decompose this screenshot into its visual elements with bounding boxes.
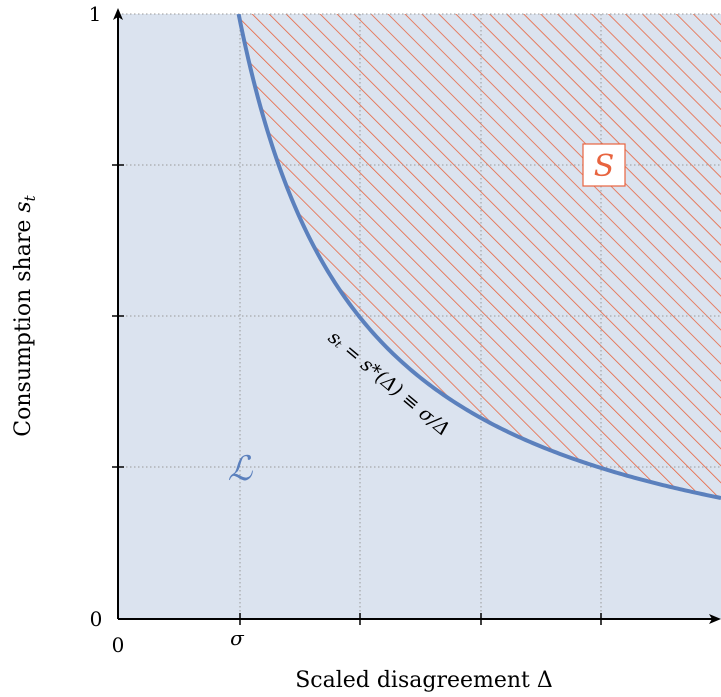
upper-region-label-box: S [582, 143, 626, 187]
x-axis-arrowhead [709, 614, 721, 624]
ticks [112, 164, 602, 625]
boundary-curve [236, 14, 721, 500]
x-tick-label-sigma: σ [230, 626, 245, 650]
y-axis-title: Consumption share st [11, 194, 39, 436]
upper-region-hatch [238, 14, 721, 498]
lower-region-label: ℒ [228, 449, 254, 489]
axes [117, 16, 718, 620]
upper-region-label: S [594, 149, 615, 184]
x-tick-label-zero: 0 [112, 633, 125, 657]
y-axis-arrowhead [113, 8, 123, 20]
y-tick-label-zero: 0 [90, 607, 103, 631]
y-tick-label-one: 1 [89, 2, 102, 26]
x-axis-title: Scaled disagreement Δ [295, 668, 553, 693]
grid [118, 13, 721, 619]
